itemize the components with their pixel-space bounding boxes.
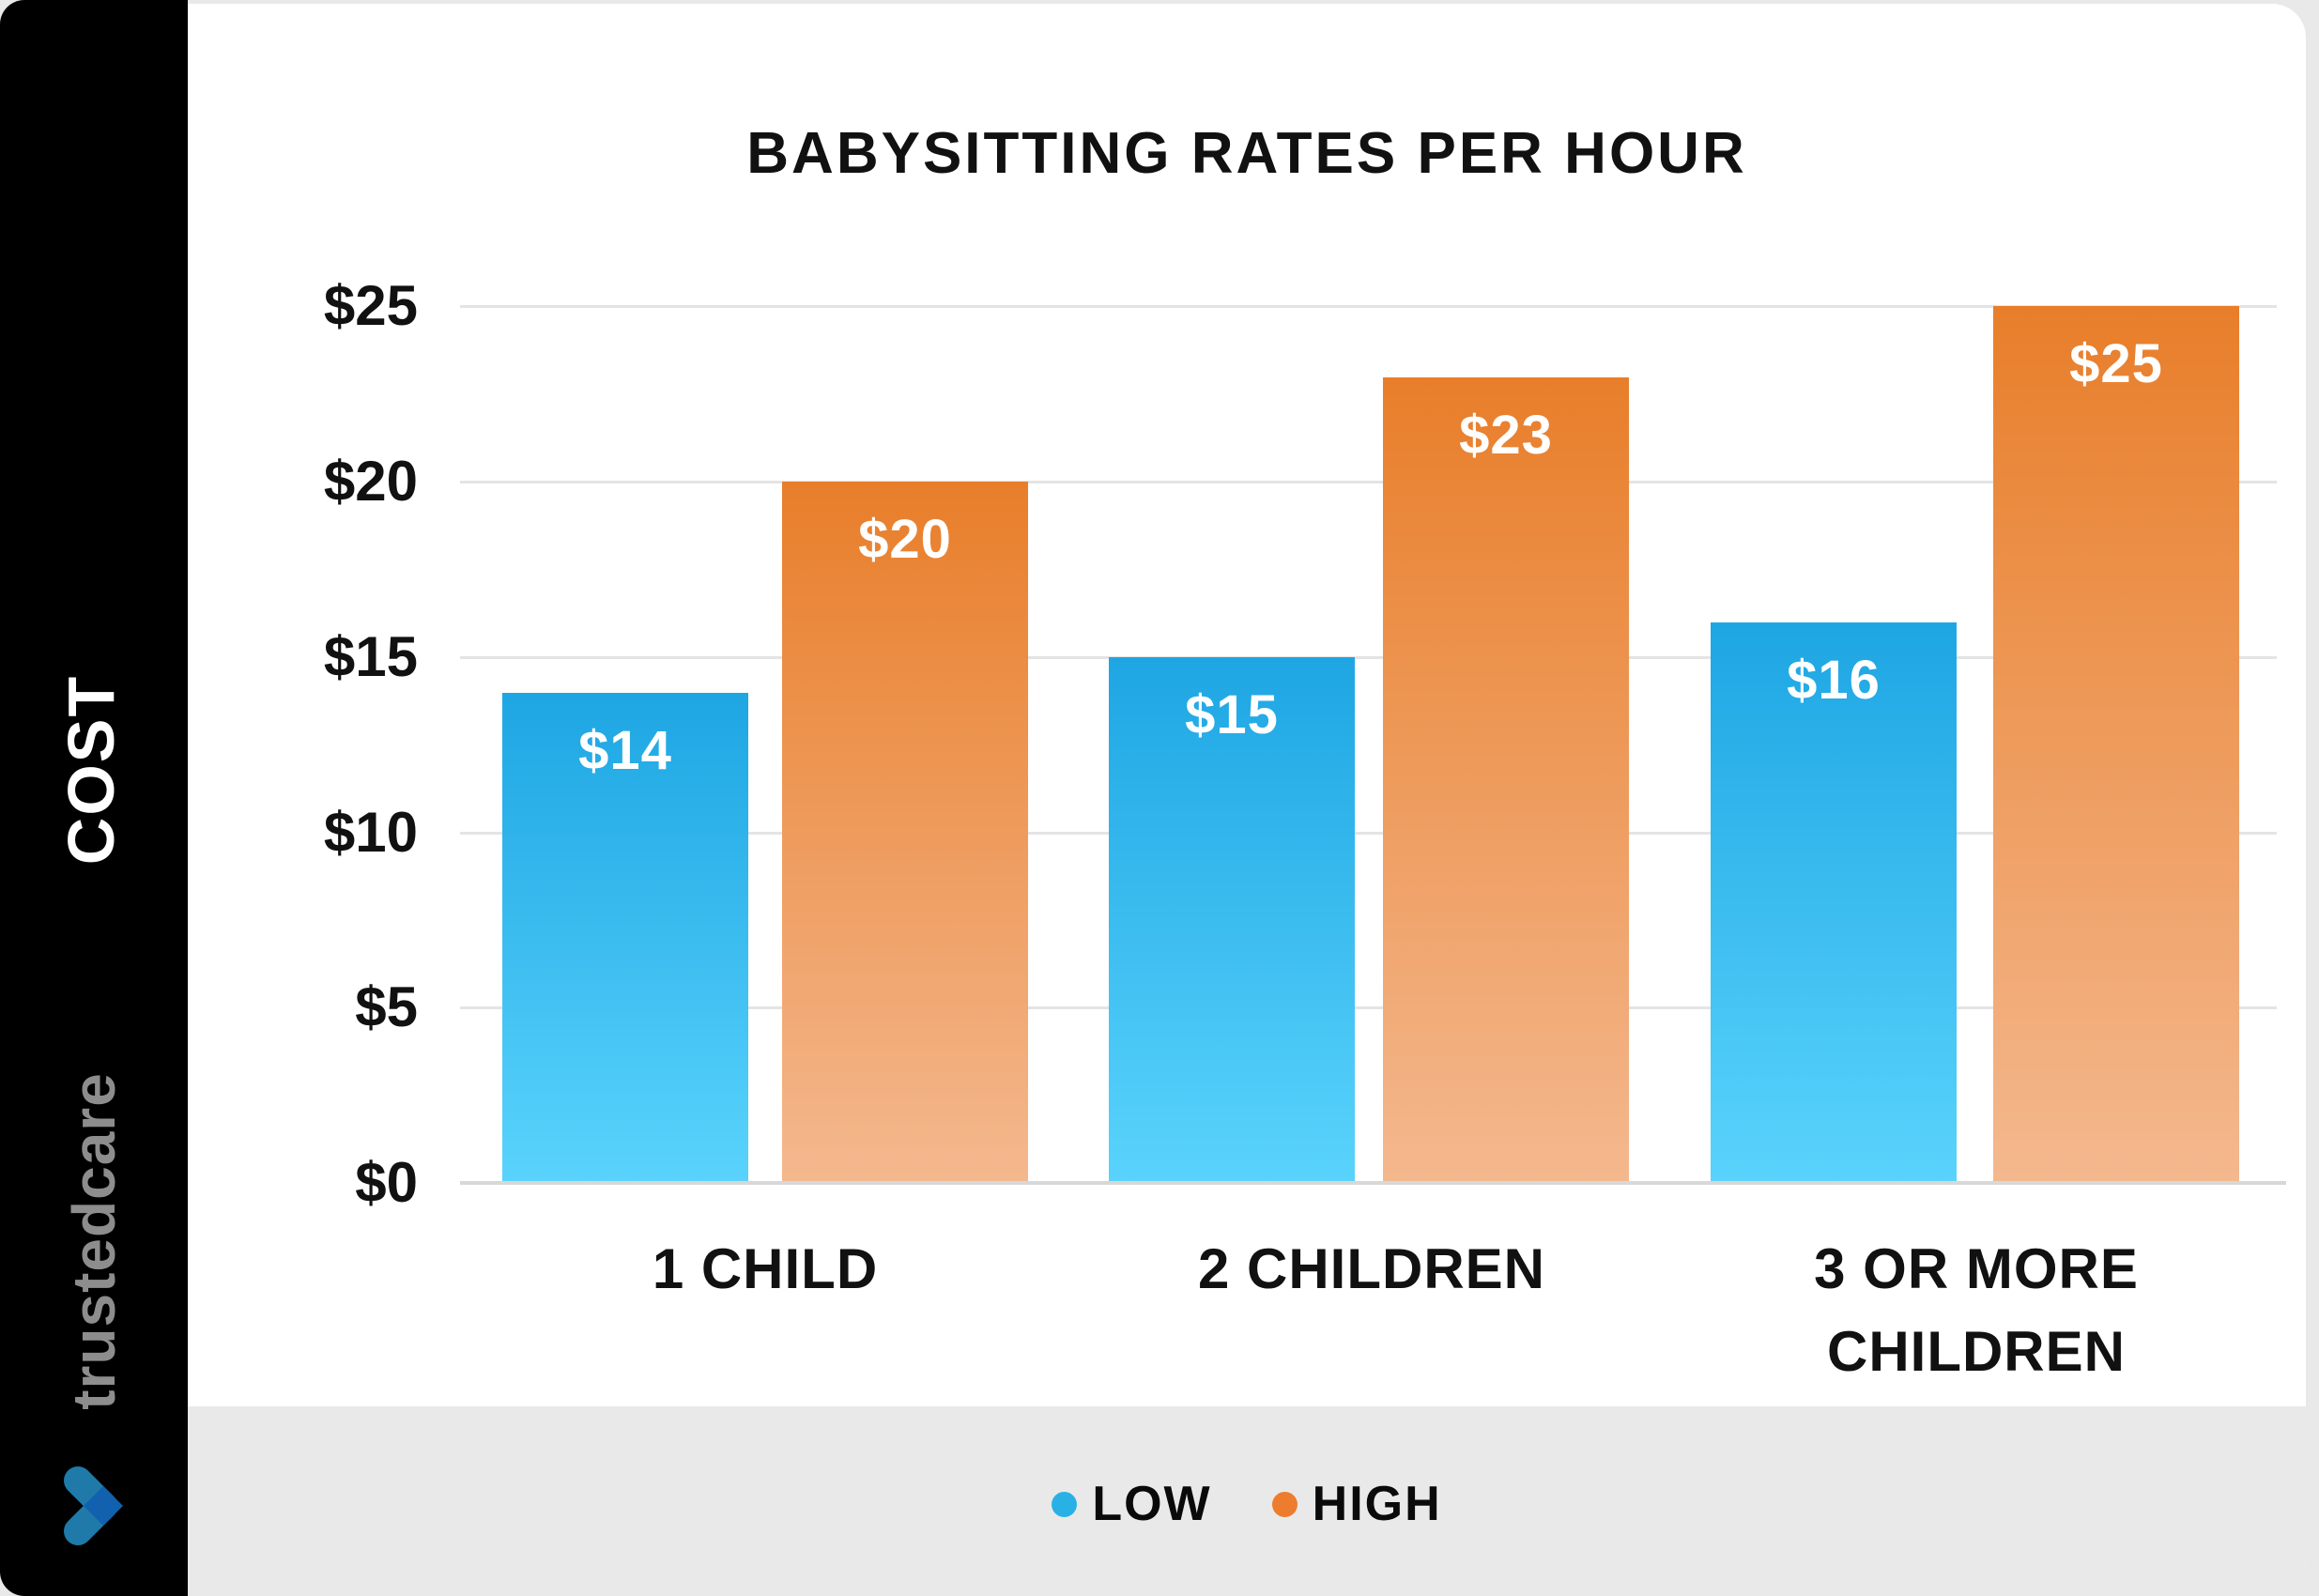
gridline-20 [460,481,2277,483]
bar-low-2-children: $15 [1109,657,1355,1181]
brand-wordmark: trustedcare [60,1072,128,1410]
gridline-15 [460,656,2277,659]
chart-title: BABYSITTING RATES PER HOUR [746,121,1747,186]
sidebar: COST trustedcare [0,0,188,1596]
x-axis-baseline [460,1181,2286,1185]
legend-band-background [8,1406,2306,1592]
legend-dot-low-icon [1052,1491,1078,1517]
bar-value-label: $16 [1787,650,1881,711]
trustedcare-heart-logo-icon [64,1466,123,1545]
bar-value-label: $15 [1185,684,1279,745]
y-axis-tick-0: $0 [355,1151,418,1214]
bar-low-1-child: $14 [502,693,748,1181]
gridline-25 [460,305,2277,308]
y-axis-tick-10: $10 [323,801,418,864]
chart-legend: LOW HIGH [188,1471,2306,1537]
bar-low-3-or-more-children: $16 [1711,622,1957,1181]
x-axis-label-3-or-more-children: 3 OR MORE CHILDREN [1814,1237,2139,1383]
y-axis-tick-15: $15 [323,625,418,688]
legend-label-high: HIGH [1312,1477,1442,1531]
bar-value-label: $25 [2069,333,2163,394]
legend-item-low: LOW [1052,1476,1211,1532]
bar-value-label: $14 [578,720,672,781]
y-axis-tick-20: $20 [323,450,418,513]
y-axis-title: COST [54,674,128,866]
bar-value-label: $20 [858,509,952,570]
y-axis-tick-5: $5 [355,975,418,1038]
gridline-5 [460,1006,2277,1009]
bar-high-2-children: $23 [1383,377,1629,1181]
legend-item-high: HIGH [1271,1476,1442,1532]
x-axis-label-2-children: 2 CHILDREN [1197,1237,1546,1300]
x-axis-label-1-child: 1 CHILD [652,1237,879,1300]
legend-dot-high-icon [1271,1491,1298,1517]
y-axis-tick-25: $25 [323,274,418,337]
bar-high-1-child: $20 [782,482,1028,1181]
legend-label-low: LOW [1092,1477,1212,1531]
bar-value-label: $23 [1459,405,1553,466]
gridline-10 [460,832,2277,835]
bar-high-3-or-more-children: $25 [1993,306,2239,1181]
